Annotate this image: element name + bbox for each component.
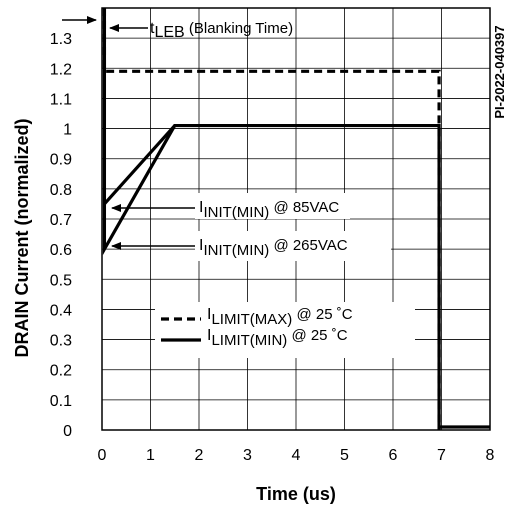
y-tick-label: 1: [63, 122, 72, 139]
init85-rest: @ 85VAC: [269, 199, 339, 216]
init265-label-bg: [195, 231, 391, 261]
legend-min-main: I: [207, 327, 211, 344]
x-tick-label: 2: [195, 447, 204, 464]
series-group: [102, 8, 490, 430]
init265-main: I: [199, 237, 203, 254]
y-tick-label: 0: [63, 423, 72, 440]
init265-rest: @ 265VAC: [269, 237, 347, 254]
y-tick-label: 0.3: [50, 333, 72, 350]
init265-label: IINIT(MIN) @ 265VAC: [199, 237, 348, 259]
init85-sub: INIT(MIN): [203, 204, 269, 221]
leb-label-main: t: [150, 20, 155, 37]
y-axis-title: DRAIN Current (normalized): [12, 118, 32, 357]
legend-max-label: ILIMIT(MAX) @ 25 ˚C: [207, 306, 353, 328]
y-tick-label: 1.3: [50, 31, 72, 48]
legend-max-main: I: [207, 306, 211, 323]
y-tick-label: 1.2: [50, 61, 72, 78]
init265-annotation: IINIT(MIN) @ 265VAC: [111, 231, 391, 261]
x-tick-label: 0: [98, 447, 107, 464]
y-tick-label: 0.1: [50, 393, 72, 410]
y-tick-label: 0.8: [50, 182, 72, 199]
leb-label-rest: (Blanking Time): [185, 20, 293, 37]
y-tick-label: 1.1: [50, 91, 72, 108]
init85-main: I: [199, 199, 203, 216]
legend-min-rest: @ 25 ˚C: [287, 327, 347, 344]
x-tick-label: 6: [389, 447, 398, 464]
leb-annotation: tLEB (Blanking Time): [62, 16, 293, 41]
figure-id: PI-2022-040397: [492, 25, 507, 118]
x-tick-label: 7: [437, 447, 446, 464]
legend: ILIMIT(MAX) @ 25 ˚C ILIMIT(MIN) @ 25 ˚C: [155, 302, 415, 358]
legend-bg: [155, 302, 415, 358]
legend-max-sub: LIMIT(MAX): [211, 311, 292, 328]
y-tick-label: 0.6: [50, 242, 72, 259]
y-tick-label: 0.9: [50, 152, 72, 169]
leb-label: tLEB (Blanking Time): [150, 20, 293, 41]
legend-max-rest: @ 25 ˚C: [292, 306, 352, 323]
x-tick-label: 1: [146, 447, 155, 464]
x-axis-title: Time (us): [256, 484, 336, 504]
x-tick-label: 5: [340, 447, 349, 464]
init85-label-bg: [195, 193, 350, 219]
x-tick-labels: 0 1 2 3 4 5 6 7 8: [98, 447, 495, 464]
series-line-1: [102, 8, 490, 429]
init85-label: IINIT(MIN) @ 85VAC: [199, 199, 339, 221]
y-tick-label: 0.4: [50, 302, 72, 319]
y-tick-label: 0.2: [50, 363, 72, 380]
init85-annotation: IINIT(MIN) @ 85VAC: [111, 193, 350, 221]
x-tick-label: 3: [243, 447, 252, 464]
series-line-2: [103, 124, 176, 205]
y-tick-label: 0.5: [50, 272, 72, 289]
x-tick-label: 8: [486, 447, 495, 464]
plot-frame: [101, 7, 491, 431]
legend-min-sub: LIMIT(MIN): [211, 332, 287, 349]
y-tick-labels: 0 0.1 0.2 0.3 0.4 0.5 0.6 0.7 0.8 0.9 1 1.1 1.2 1.3: [50, 31, 72, 440]
leb-label-sub: LEB: [154, 24, 184, 41]
y-tick-label: 0.7: [50, 212, 72, 229]
legend-min-label: ILIMIT(MIN) @ 25 ˚C: [207, 327, 348, 349]
plot-border: [101, 7, 491, 431]
x-tick-label: 4: [292, 447, 301, 464]
init265-sub: INIT(MIN): [203, 242, 269, 259]
